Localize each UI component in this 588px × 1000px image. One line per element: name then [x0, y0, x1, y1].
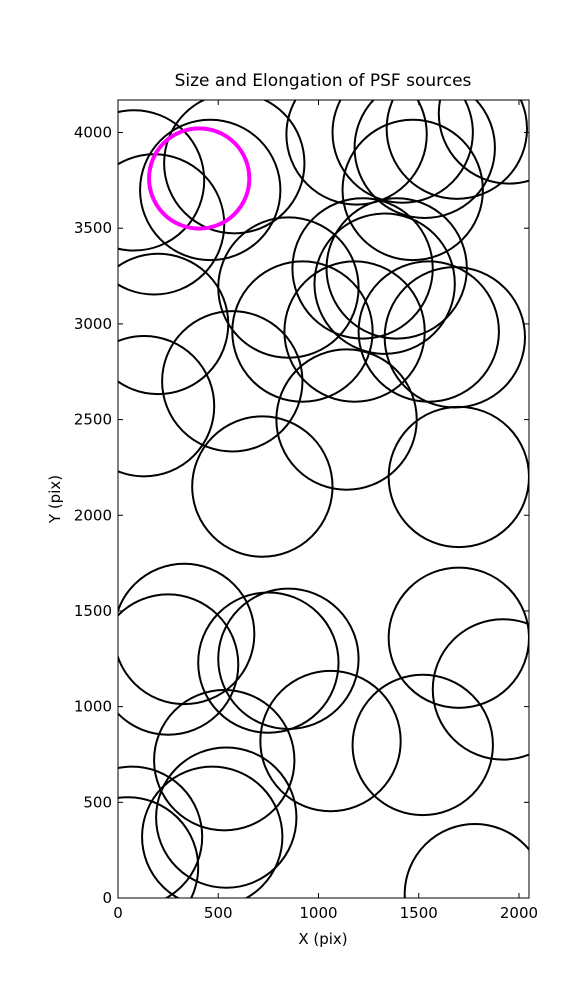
source-ellipse — [147, 126, 252, 231]
source-ellipse — [437, 100, 529, 185]
source-ellipse — [118, 593, 240, 736]
source-ellipse — [139, 118, 282, 262]
source-ellipse — [217, 216, 360, 359]
source-ellipse — [353, 100, 496, 219]
chart-title: Size and Elongation of PSF sources — [175, 71, 472, 91]
source-ellipse — [118, 796, 200, 898]
source-ellipse — [118, 335, 216, 478]
source-ellipse — [283, 260, 426, 403]
source-ellipse — [118, 109, 206, 252]
source-ellipse — [153, 689, 296, 832]
source-ellipse — [275, 348, 418, 491]
axes-frame — [117, 99, 530, 899]
source-ellipse — [141, 765, 284, 898]
source-ellipse — [155, 746, 298, 889]
source-ellipse — [313, 212, 456, 355]
source-ellipse — [385, 100, 528, 200]
source-ellipse — [259, 669, 402, 813]
x-tick-label: 1500 — [400, 904, 438, 922]
source-ellipse — [387, 405, 529, 549]
source-ellipse — [431, 618, 529, 761]
source-ellipse — [197, 591, 340, 734]
source-ellipse — [285, 100, 428, 206]
source-ellipse — [191, 415, 334, 558]
x-tick-label: 0 — [113, 904, 123, 922]
source-ellipse — [118, 562, 256, 706]
x-tick-label: 500 — [204, 904, 233, 922]
y-tick-label: 0 — [102, 889, 112, 907]
y-tick-label: 3000 — [74, 315, 112, 333]
y-tick-label: 3500 — [74, 219, 112, 237]
source-ellipse — [341, 118, 484, 262]
source-ellipse — [291, 197, 434, 340]
y-tick-label: 500 — [83, 793, 112, 811]
y-tick-label: 4000 — [74, 124, 112, 142]
source-ellipse — [161, 310, 304, 453]
y-tick-label: 1500 — [74, 602, 112, 620]
source-ellipse — [163, 100, 306, 235]
source-ellipse — [387, 566, 529, 709]
source-ellipse — [331, 100, 474, 204]
x-tick-label: 1000 — [299, 904, 337, 922]
source-ellipse — [118, 765, 204, 898]
x-axis-label: X (pix) — [298, 930, 347, 948]
x-tick-label: 2000 — [500, 904, 538, 922]
y-axis-label: Y (pix) — [46, 475, 64, 524]
source-ellipse — [231, 260, 374, 403]
y-tick-label: 1000 — [74, 698, 112, 716]
y-tick-label: 2500 — [74, 411, 112, 429]
plot-area — [118, 100, 529, 898]
source-ellipse — [403, 823, 529, 898]
y-tick-label: 2000 — [74, 506, 112, 524]
source-ellipse — [351, 673, 494, 817]
source-ellipse — [217, 587, 360, 730]
